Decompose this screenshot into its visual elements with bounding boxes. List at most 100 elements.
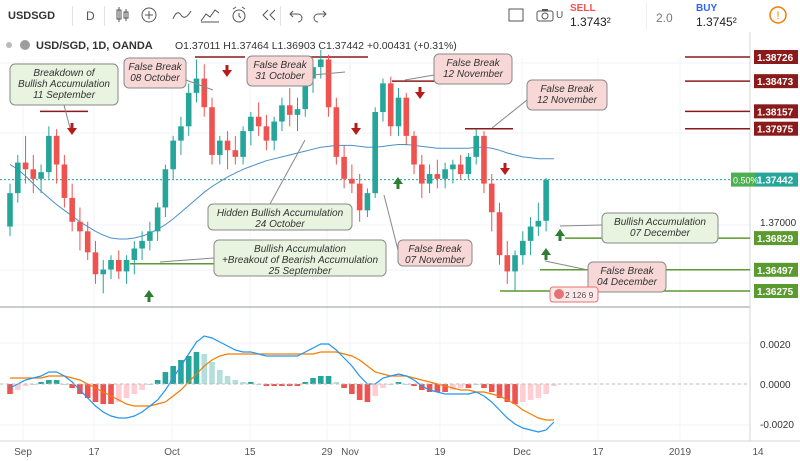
candle-body: [465, 156, 472, 175]
annotation-leader: [269, 139, 306, 205]
macd-histogram-bar: [481, 384, 487, 388]
time-tick-label: 2019: [669, 447, 692, 458]
candle-body: [481, 135, 487, 184]
down-arrow-icon: [67, 123, 77, 135]
candle-body: [473, 135, 479, 157]
candle: [380, 78, 386, 122]
annotation-text: 04 December: [597, 277, 658, 288]
toolbar-divider: [72, 6, 73, 26]
candle: [457, 154, 464, 179]
candle-body: [434, 174, 441, 179]
macd-histogram-bar: [372, 384, 378, 396]
time-tick-label: Sep: [14, 447, 32, 458]
candle-body: [30, 169, 37, 179]
camera-icon[interactable]: [536, 6, 554, 26]
candle: [356, 174, 363, 222]
candle: [504, 240, 511, 284]
candle: [201, 64, 208, 117]
price-tick-label: 1.37000: [760, 218, 797, 229]
candle-body: [224, 140, 231, 151]
interval-button[interactable]: D: [86, 9, 95, 23]
candle-body: [535, 220, 542, 227]
more-menu[interactable]: U: [556, 10, 564, 21]
candle: [520, 231, 526, 265]
macd-histogram-bar: [302, 382, 309, 384]
drag-handle-icon[interactable]: [6, 42, 12, 48]
macd-histogram-bar: [131, 384, 138, 394]
candle: [147, 221, 153, 251]
annotation-leader: [159, 257, 215, 263]
annotation-box: [9, 63, 119, 106]
candle: [209, 97, 215, 165]
candle-body: [185, 92, 192, 127]
candle: [465, 153, 472, 179]
candle-body: [170, 140, 176, 170]
candle: [123, 255, 130, 284]
moving-average: [9, 144, 554, 240]
annotation-leader: [312, 71, 346, 76]
candle-body: [248, 116, 254, 132]
candle: [496, 202, 503, 265]
event-badge[interactable]: 2 126 9: [549, 286, 599, 303]
annotation-text: Breakdown of: [33, 68, 95, 79]
candle: [395, 88, 402, 136]
macd-histogram-bar: [115, 384, 122, 402]
ma-line: [9, 144, 554, 240]
symbol-search[interactable]: USDSGD: [8, 10, 56, 22]
undo-icon[interactable]: [288, 6, 304, 26]
macd-histogram-bar: [310, 378, 316, 384]
alert-icon[interactable]: [230, 6, 248, 26]
candle-body: [193, 78, 200, 93]
candle-body: [325, 59, 332, 108]
sell-button[interactable]: SELL 1.3743²: [566, 2, 647, 30]
candle: [131, 240, 138, 275]
candle: [419, 154, 425, 198]
annotation-text: 08 October: [130, 73, 180, 84]
event-badge-text: 2 126 9: [565, 290, 594, 300]
collapse-icon[interactable]: [20, 40, 30, 50]
macd-histogram-bar: [364, 384, 371, 402]
candle: [434, 159, 441, 189]
annotation-text: 31 October: [255, 71, 305, 82]
candle: [162, 164, 169, 218]
candle: [7, 183, 13, 237]
macd-histogram-bar: [318, 376, 324, 384]
annotation-box: [397, 239, 473, 267]
replay-icon[interactable]: [260, 6, 278, 26]
candle: [22, 135, 29, 184]
candle: [263, 114, 270, 151]
toolbar-divider: [280, 6, 281, 26]
up-arrow-icon: [144, 290, 154, 302]
candle: [139, 231, 145, 260]
compare-icon[interactable]: [172, 6, 192, 26]
candle: [178, 116, 184, 155]
settings-icon[interactable]: !: [768, 4, 788, 24]
redo-icon[interactable]: [312, 6, 328, 26]
top-toolbar: USDSGD D U SELL 1.3743² 2.0 BUY 1.3745²: [0, 0, 800, 33]
time-tick-label: Nov: [341, 447, 359, 458]
chart-area[interactable]: 1.38726 1.38473 1.38157 1.37975 1.374420.50%…: [0, 32, 800, 461]
buy-button[interactable]: BUY 1.3745²: [692, 2, 762, 30]
candle-body: [520, 240, 526, 256]
annotation-text: False Break: [128, 62, 182, 73]
indicators-icon[interactable]: [140, 6, 158, 26]
templates-icon[interactable]: [200, 6, 220, 26]
candle-body: [349, 178, 355, 184]
annotation-leader: [491, 99, 528, 129]
price-label: 1.38473: [757, 77, 794, 88]
chart-type-icon[interactable]: [114, 6, 130, 26]
candle-body: [131, 248, 138, 260]
candle: [170, 135, 176, 179]
candle: [294, 97, 301, 132]
candle-body: [14, 162, 21, 194]
candle-body: [279, 105, 285, 122]
fullscreen-icon[interactable]: [508, 6, 524, 26]
macd-histogram-bar: [380, 384, 386, 388]
macd-histogram-bar: [77, 384, 83, 394]
candle-body: [69, 197, 75, 222]
candle: [535, 202, 542, 237]
macd-histogram-bar: [450, 384, 456, 390]
annotation-leader: [404, 74, 435, 81]
